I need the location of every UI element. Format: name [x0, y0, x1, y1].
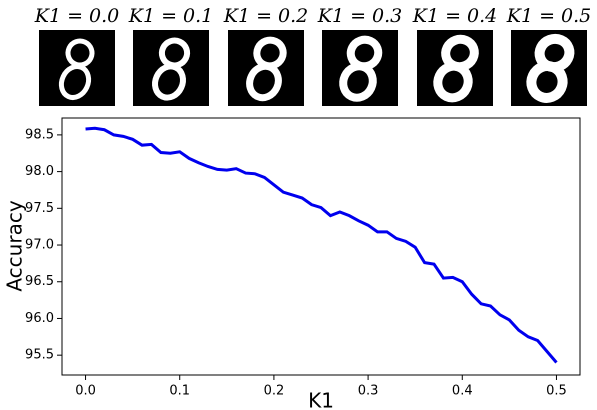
panel-label: K1 = 0.2 [223, 5, 309, 27]
x-tick-label: 0.4 [452, 384, 473, 399]
digit-stroke [433, 61, 473, 103]
panel-label: K1 = 0.5 [506, 5, 592, 27]
digit-eight [246, 36, 287, 102]
digit-stroke [339, 62, 377, 102]
x-tick-label: 0.2 [264, 384, 285, 399]
digit-eight [526, 33, 575, 103]
y-tick-label: 97.0 [25, 238, 54, 253]
digit-stroke [158, 37, 191, 69]
x-tick-label: 0.3 [358, 384, 379, 399]
digit-eight [433, 34, 479, 103]
digit-eight [152, 37, 191, 101]
digit-eight [339, 35, 383, 102]
panel-label: K1 = 0.1 [128, 5, 214, 27]
panel-label: K1 = 0.0 [34, 5, 120, 27]
x-tick-label: 0.1 [169, 384, 190, 399]
y-tick-label: 98.0 [25, 164, 54, 179]
plot-frame [61, 117, 581, 376]
digit-stroke [58, 63, 92, 101]
digit-stroke [253, 36, 287, 70]
x-axis-label: K1 [308, 389, 334, 410]
y-tick-label: 95.5 [25, 348, 54, 363]
digit-stroke [526, 61, 568, 103]
digit-stroke [65, 38, 95, 68]
y-tick-label: 96.0 [25, 311, 54, 326]
panel-label: K1 = 0.3 [317, 5, 403, 27]
digit-eight [58, 38, 95, 101]
x-tick-label: 0.0 [75, 384, 96, 399]
y-axis-label: Accuracy [3, 200, 27, 291]
x-tick-label: 0.5 [546, 384, 567, 399]
digit-stroke [152, 63, 186, 101]
data-line [85, 126, 558, 364]
y-tick-label: 96.5 [25, 274, 54, 289]
digit-stroke [246, 62, 282, 102]
digit-panels: K1 = 0.0 K1 = 0.1 K1 = 0.2 K1 = 0.3 K1 = 0.4… [34, 5, 592, 106]
y-tick-label: 98.5 [25, 127, 54, 142]
panel-label: K1 = 0.4 [412, 5, 498, 27]
y-tick-label: 97.5 [25, 201, 54, 216]
